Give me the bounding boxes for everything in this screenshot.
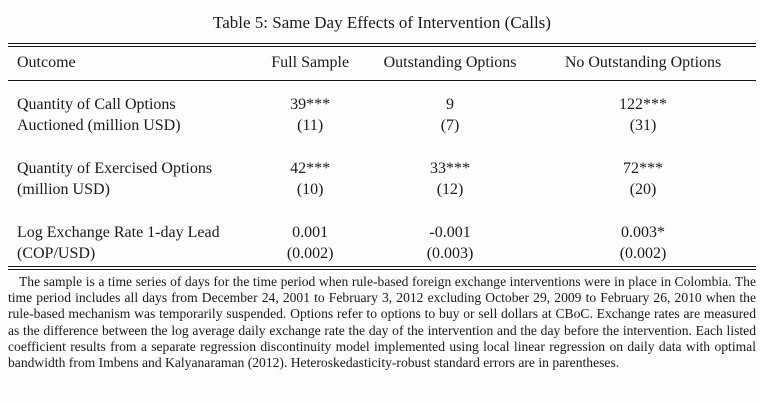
std-error-cell: (0.002) xyxy=(619,245,667,262)
coefficient-cell: 0.003* xyxy=(621,224,666,241)
column-header-full-sample: Full Sample xyxy=(250,47,371,81)
table-header: Outcome Full Sample Outstanding Options … xyxy=(8,47,756,81)
std-error-cell: (11) xyxy=(297,117,324,134)
outcome-label: (million USD) xyxy=(17,181,110,198)
coefficient-cell: -0.001 xyxy=(429,224,471,241)
table-row: Quantity of Call Options 39*** 9 122*** xyxy=(8,81,756,116)
std-error-cell: (12) xyxy=(436,181,464,198)
column-header-outstanding-options: Outstanding Options xyxy=(370,47,531,81)
column-header-no-outstanding-options: No Outstanding Options xyxy=(530,47,756,81)
outcome-label: (COP/USD) xyxy=(17,245,96,262)
coefficient-cell: 0.001 xyxy=(292,224,329,241)
outcome-label: Quantity of Exercised Options xyxy=(17,160,213,177)
std-error-cell: (0.002) xyxy=(286,245,334,262)
outcome-label: Quantity of Call Options xyxy=(17,96,176,113)
coefficient-cell: 39*** xyxy=(290,96,331,113)
spacer-row xyxy=(8,136,756,158)
results-table-wrapper: Outcome Full Sample Outstanding Options … xyxy=(8,43,756,270)
column-header-outcome: Outcome xyxy=(8,47,251,81)
coefficient-cell: 42*** xyxy=(290,160,331,177)
header-row: Outcome Full Sample Outstanding Options … xyxy=(8,47,756,81)
std-error-cell: (31) xyxy=(629,117,657,134)
table-row: (million USD) (10) (12) (20) xyxy=(8,179,756,200)
outcome-label: Log Exchange Rate 1-day Lead xyxy=(17,224,220,241)
std-error-cell: (20) xyxy=(629,181,657,198)
coefficient-cell: 9 xyxy=(446,96,455,113)
table-row: (COP/USD) (0.002) (0.003) (0.002) xyxy=(8,243,756,266)
table-row: Quantity of Exercised Options 42*** 33**… xyxy=(8,158,756,179)
results-table: Outcome Full Sample Outstanding Options … xyxy=(8,47,756,266)
coefficient-cell: 122*** xyxy=(619,96,668,113)
coefficient-cell: 72*** xyxy=(623,160,664,177)
table-body: Quantity of Call Options 39*** 9 122*** … xyxy=(8,81,756,267)
table-row: Auctioned (million USD) (11) (7) (31) xyxy=(8,115,756,136)
paper-page: Table 5: Same Day Effects of Interventio… xyxy=(8,13,756,371)
std-error-cell: (7) xyxy=(440,117,460,134)
table-row: Log Exchange Rate 1-day Lead 0.001 -0.00… xyxy=(8,222,756,243)
std-error-cell: (0.003) xyxy=(426,245,474,262)
std-error-cell: (10) xyxy=(296,181,324,198)
spacer-row xyxy=(8,200,756,222)
outcome-label: Auctioned (million USD) xyxy=(17,117,181,134)
table-notes: The sample is a time series of days for … xyxy=(8,274,756,371)
table-caption: Table 5: Same Day Effects of Interventio… xyxy=(213,13,551,32)
coefficient-cell: 33*** xyxy=(430,160,471,177)
